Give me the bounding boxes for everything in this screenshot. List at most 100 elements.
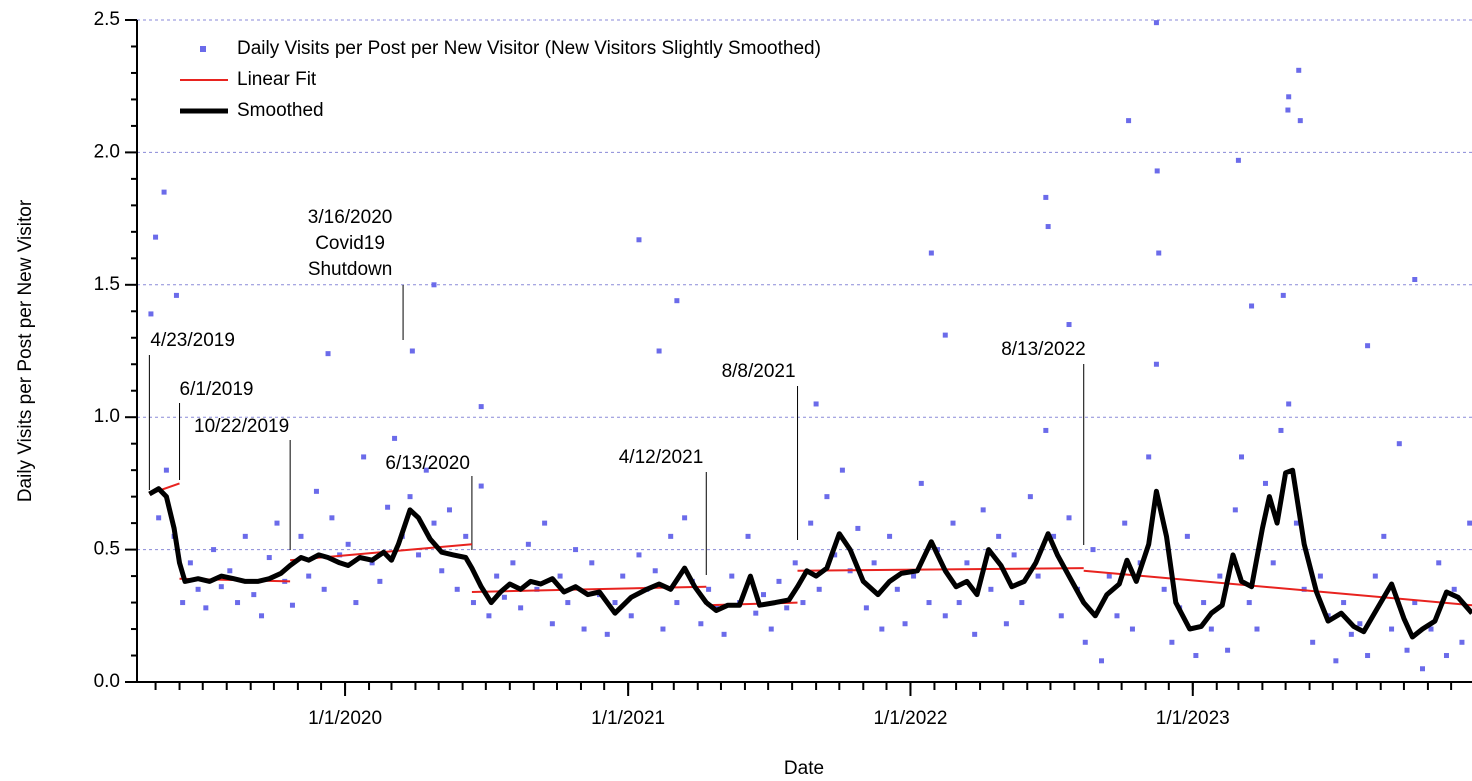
scatter-point bbox=[1396, 441, 1402, 447]
scatter-point bbox=[187, 560, 193, 566]
scatter-point bbox=[706, 586, 712, 592]
scatter-point bbox=[353, 600, 359, 606]
scatter-point bbox=[1051, 533, 1057, 539]
scatter-point bbox=[156, 515, 162, 521]
scatter-point bbox=[1333, 658, 1339, 664]
scatter-point bbox=[1443, 653, 1449, 659]
scatter-point bbox=[972, 631, 978, 637]
annotation-label: 8/13/2022 bbox=[1001, 339, 1086, 360]
scatter-point bbox=[446, 507, 452, 513]
scatter-point bbox=[1122, 520, 1128, 526]
scatter-point bbox=[259, 613, 265, 619]
x-tick-label: 1/1/2023 bbox=[1156, 708, 1230, 729]
annotation-label: 6/13/2020 bbox=[385, 453, 470, 474]
scatter-point bbox=[1153, 20, 1159, 26]
scatter-point bbox=[1262, 480, 1268, 486]
scatter-point bbox=[478, 404, 484, 410]
scatter-point bbox=[235, 600, 241, 606]
scatter-point bbox=[470, 600, 476, 606]
scatter-point bbox=[1365, 343, 1371, 349]
scatter-point bbox=[345, 541, 351, 547]
scatter-point bbox=[501, 594, 507, 600]
scatter-point bbox=[173, 292, 179, 298]
scatter-point bbox=[636, 552, 642, 558]
scatter-point bbox=[1184, 533, 1190, 539]
scatter-point bbox=[1412, 600, 1418, 606]
scatter-point bbox=[581, 626, 587, 632]
scatter-point bbox=[753, 610, 759, 616]
scatter-point bbox=[950, 520, 956, 526]
scatter-point bbox=[227, 568, 233, 574]
scatter-point bbox=[534, 586, 540, 592]
scatter-point bbox=[274, 520, 280, 526]
scatter-point bbox=[1412, 277, 1418, 283]
scatter-point bbox=[698, 621, 704, 627]
scatter-point bbox=[1389, 626, 1395, 632]
scatter-point bbox=[879, 626, 885, 632]
scatter-point bbox=[385, 504, 391, 510]
scatter-point bbox=[377, 578, 383, 584]
scatter-point bbox=[1317, 573, 1323, 579]
scatter-point bbox=[542, 520, 548, 526]
annotation-label: 4/23/2019 bbox=[150, 330, 235, 351]
scatter-point bbox=[1341, 600, 1347, 606]
scatter-point bbox=[1058, 613, 1064, 619]
scatter-point bbox=[894, 586, 900, 592]
scatter-point bbox=[1451, 586, 1457, 592]
scatter-point bbox=[784, 605, 790, 611]
scatter-point bbox=[1286, 94, 1292, 100]
scatter-point bbox=[824, 494, 830, 500]
scatter-point bbox=[494, 573, 500, 579]
scatter-point bbox=[604, 631, 610, 637]
scatter-point bbox=[800, 600, 806, 606]
scatter-point bbox=[911, 573, 917, 579]
scatter-point bbox=[1270, 560, 1276, 566]
scatter-point bbox=[1467, 520, 1472, 526]
scatter-point bbox=[1365, 653, 1371, 659]
scatter-point bbox=[1278, 427, 1284, 433]
scatter-point bbox=[1246, 600, 1252, 606]
scatter-point bbox=[431, 282, 437, 288]
scatter-point bbox=[729, 573, 735, 579]
scatter-point bbox=[1126, 118, 1132, 124]
scatter-point bbox=[832, 552, 838, 558]
scatter-point bbox=[1428, 626, 1434, 632]
scatter-point bbox=[1019, 600, 1025, 606]
scatter-point bbox=[1239, 454, 1245, 460]
scatter-point bbox=[1381, 533, 1387, 539]
scatter-point bbox=[682, 515, 688, 521]
scatter-point bbox=[153, 234, 159, 240]
scatter-point bbox=[652, 568, 658, 574]
scatter-point bbox=[721, 631, 727, 637]
scatter-point bbox=[988, 586, 994, 592]
scatter-point bbox=[918, 480, 924, 486]
series-line bbox=[148, 467, 1472, 640]
scatter-point bbox=[660, 626, 666, 632]
x-axis-label: Date bbox=[784, 758, 824, 779]
annotation-label: 10/22/2019 bbox=[194, 416, 289, 437]
scatter-point bbox=[409, 348, 415, 354]
scatter-point bbox=[902, 621, 908, 627]
scatter-point bbox=[1225, 647, 1231, 653]
scatter-point bbox=[1066, 322, 1072, 328]
annotation-label: 8/8/2021 bbox=[722, 361, 796, 382]
scatter-point bbox=[674, 298, 680, 304]
scatter-point bbox=[745, 533, 751, 539]
x-tick-label: 1/1/2020 bbox=[308, 708, 382, 729]
scatter-point bbox=[636, 237, 642, 243]
annotation-label: Shutdown bbox=[308, 259, 393, 280]
scatter-point bbox=[1066, 515, 1072, 521]
scatter-point bbox=[926, 600, 932, 606]
scatter-point bbox=[1129, 626, 1135, 632]
legend-label: Daily Visits per Post per New Visitor (N… bbox=[237, 38, 821, 59]
scatter-point bbox=[1286, 401, 1292, 407]
scatter-point bbox=[1285, 107, 1291, 113]
scatter-point bbox=[808, 520, 814, 526]
scatter-point bbox=[242, 533, 248, 539]
scatter-point bbox=[816, 586, 822, 592]
scatter-point bbox=[289, 602, 295, 608]
scatter-point bbox=[589, 560, 595, 566]
scatter-point bbox=[1045, 224, 1051, 230]
scatter-point bbox=[792, 560, 798, 566]
